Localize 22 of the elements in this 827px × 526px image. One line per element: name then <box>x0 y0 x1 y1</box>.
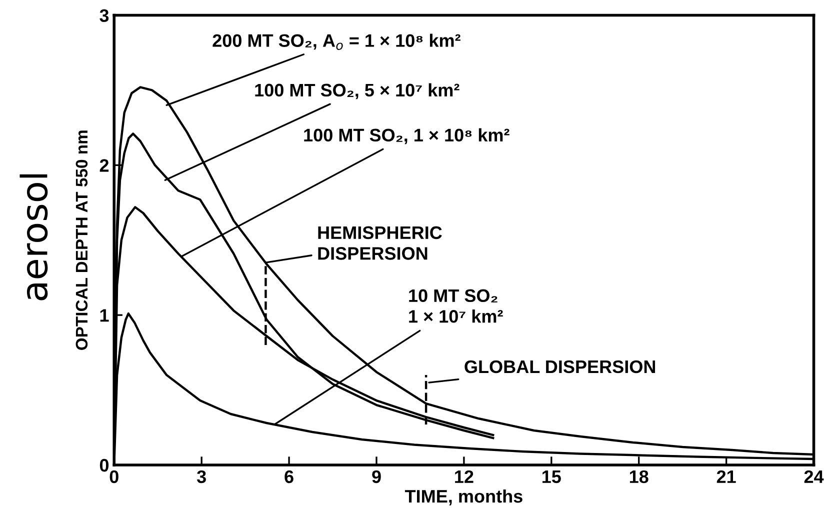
annotation: 100 MT SO₂, 1 × 10⁸ km² <box>304 128 510 144</box>
annotation: 10 MT SO₂ 1 × 10⁷ km² <box>409 289 503 323</box>
x-tick-label: 9 <box>372 470 381 484</box>
x-tick-label: 21 <box>716 470 736 483</box>
x-tick-label: 12 <box>455 470 474 483</box>
annotation: 200 MT SO₂, A$_{o}$ = 1 × 10⁸ km² <box>212 34 460 50</box>
text: aerosol <box>20 174 48 300</box>
y-axis-title: OPTICAL DEPTH AT 550 nm <box>76 130 88 350</box>
x-axis-title: TIME, months <box>404 489 522 506</box>
y-tick-label: 2 <box>100 159 109 172</box>
x-tick-label: 6 <box>284 470 294 484</box>
y-tick-label: 1 <box>100 309 109 322</box>
x-tick-label: 18 <box>630 470 648 484</box>
annotation: GLOBAL DISPERSION <box>464 360 656 374</box>
x-tick-label: 3 <box>196 470 206 484</box>
x-tick-label: 24 <box>804 470 824 483</box>
x-tick-label: 0 <box>110 470 118 484</box>
x-tick-label: 15 <box>542 470 561 484</box>
y-tick-label: 0 <box>100 458 109 472</box>
annotation: 100 MT SO₂, 5 × 10⁷ km² <box>255 83 460 100</box>
annotation: HEMISPHERIC DISPERSION <box>318 226 442 260</box>
y-tick-label: 3 <box>100 9 109 22</box>
